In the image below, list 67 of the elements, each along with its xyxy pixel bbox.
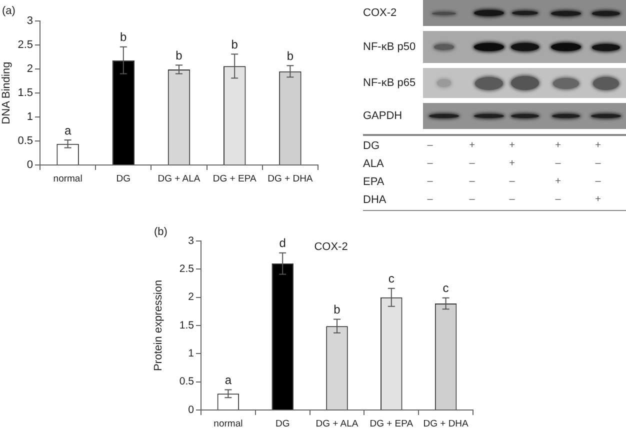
x-tick-label: DG + DHA	[423, 418, 470, 430]
x-tick-label: DG + DHA	[268, 173, 314, 184]
annotation: a	[64, 123, 72, 138]
text: –	[595, 176, 601, 187]
text: –	[509, 176, 515, 187]
x-tick-label: normal	[214, 418, 243, 430]
x-tick-label: DG + ALA	[158, 173, 201, 184]
x-tick-label: DG + EPA	[370, 418, 414, 430]
annotation: d	[279, 236, 286, 250]
y-tick-label: 0.5	[18, 135, 33, 148]
x-tick-label: DG + ALA	[316, 418, 359, 430]
y-tick-label: 0	[188, 404, 194, 416]
text: –	[469, 176, 475, 187]
annotation: c	[388, 272, 394, 286]
text: +	[509, 140, 515, 151]
chart-title: COX-2	[314, 241, 348, 254]
y-axis-title: Protein expression	[152, 280, 165, 372]
text: +	[509, 158, 515, 169]
y-tick-label: 2.5	[18, 39, 33, 52]
y-tick-label: 1	[188, 348, 194, 360]
category-label: DG	[363, 140, 380, 152]
text: –	[427, 194, 433, 205]
text: –	[509, 194, 515, 205]
category-label: DHA	[363, 194, 386, 206]
text: NF-κB p50	[363, 41, 416, 53]
text: GAPDH	[363, 110, 402, 122]
y-tick-label: 1	[26, 111, 33, 124]
annotation: b	[231, 37, 238, 52]
text: –	[595, 158, 601, 169]
annotation: b	[120, 30, 128, 44]
text: –	[555, 194, 561, 205]
annotation: c	[442, 281, 449, 296]
category-label: EPA	[363, 176, 384, 188]
y-tick-label: 2	[26, 63, 33, 76]
text: (a)	[2, 5, 16, 17]
annotation: b	[286, 48, 294, 63]
y-tick-label: 2	[188, 291, 194, 304]
x-tick-label: normal	[53, 173, 82, 184]
y-tick-label: 0	[26, 159, 33, 172]
text: +	[595, 194, 601, 205]
text: COX-2	[363, 7, 397, 19]
text: –	[427, 158, 433, 169]
x-tick-label: DG + EPA	[212, 173, 257, 184]
annotation: a	[224, 373, 232, 388]
text: –	[555, 158, 561, 169]
text: –	[427, 176, 433, 187]
y-tick-label: 3	[26, 15, 33, 28]
y-tick-label: 2.5	[179, 263, 194, 276]
text: +	[555, 176, 561, 187]
text: –	[469, 194, 475, 205]
text: +	[595, 140, 601, 151]
y-tick-label: 3	[188, 234, 194, 247]
annotation: b	[334, 302, 341, 317]
text: –	[427, 140, 433, 151]
y-axis-title: DNA Binding	[0, 62, 13, 124]
x-tick-label: DG	[275, 418, 290, 430]
text: +	[469, 140, 475, 151]
y-tick-label: 1.5	[179, 319, 194, 332]
category-label: ALA	[363, 158, 384, 170]
text: (b)	[154, 226, 168, 238]
text: –	[469, 158, 475, 169]
y-tick-label: 0.5	[179, 376, 194, 388]
annotation: b	[176, 48, 183, 62]
y-tick-label: 1.5	[18, 87, 33, 100]
x-tick-label: DG	[116, 173, 131, 184]
text: NF-κB p65	[363, 77, 416, 89]
text: +	[555, 140, 561, 151]
